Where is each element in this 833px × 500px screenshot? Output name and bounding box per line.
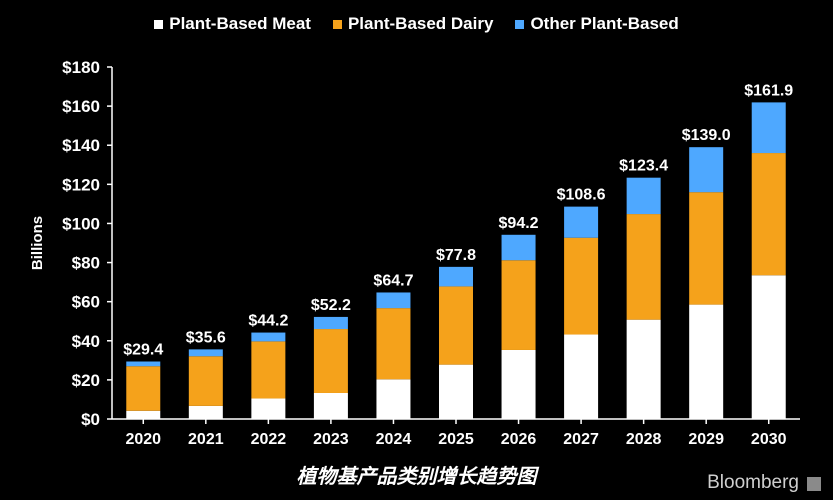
bar-segment-dairy xyxy=(689,192,724,305)
bar-total-label: $35.6 xyxy=(186,329,226,346)
legend-label-other: Other Plant-Based xyxy=(530,14,679,33)
legend-label-dairy: Plant-Based Dairy xyxy=(347,14,494,33)
x-tick-label: 2024 xyxy=(376,431,412,448)
y-tick-label: $60 xyxy=(72,293,100,312)
legend-swatch-meat xyxy=(154,19,164,29)
bar-segment-other xyxy=(564,206,599,238)
bar-segment-dairy xyxy=(439,286,473,365)
y-tick-label: $80 xyxy=(72,254,100,273)
bar-segment-meat xyxy=(439,364,473,419)
y-tick-label: $120 xyxy=(62,175,100,194)
legend-swatch-other xyxy=(515,19,525,29)
bar-total-label: $161.9 xyxy=(744,82,793,99)
legend-swatch-dairy xyxy=(332,19,342,29)
y-axis-title: Billions xyxy=(29,216,46,270)
bar-segment-dairy xyxy=(564,237,599,335)
bar-total-label: $77.8 xyxy=(436,247,476,264)
x-tick-label: 2025 xyxy=(438,431,474,448)
bar-segment-other xyxy=(751,102,786,154)
y-tick-label: $140 xyxy=(62,136,100,155)
legend: Plant-Based Meat Plant-Based Dairy Other… xyxy=(0,14,833,34)
x-tick-label: 2020 xyxy=(125,431,161,448)
x-tick-label: 2028 xyxy=(626,431,662,448)
legend-label-meat: Plant-Based Meat xyxy=(169,14,311,33)
x-tick-label: 2027 xyxy=(563,431,599,448)
bar-total-label: $139.0 xyxy=(682,127,731,144)
bar-total-label: $29.4 xyxy=(123,342,163,359)
bar-segment-meat xyxy=(564,334,599,419)
legend-item-dairy: Plant-Based Dairy xyxy=(332,14,494,34)
bar-total-label: $94.2 xyxy=(499,215,539,232)
y-tick-label: $180 xyxy=(62,58,100,77)
legend-item-other: Other Plant-Based xyxy=(515,14,679,34)
y-tick-label: $40 xyxy=(72,332,100,351)
bar-segment-dairy xyxy=(501,260,536,350)
bar-segment-other xyxy=(126,361,161,367)
bar-segment-other xyxy=(313,316,348,330)
bar-segment-other xyxy=(626,177,661,215)
x-tick-label: 2021 xyxy=(188,431,224,448)
bar-segment-other xyxy=(501,234,536,261)
bloomberg-mark-icon xyxy=(807,477,821,491)
bloomberg-logo: Bloomberg xyxy=(707,472,799,493)
bar-segment-dairy xyxy=(313,329,348,393)
bar-segment-dairy xyxy=(626,214,661,320)
y-tick-label: $0 xyxy=(81,410,100,429)
bar-segment-dairy xyxy=(126,366,161,411)
chart-caption: 植物基产品类别增长趋势图 xyxy=(296,466,537,488)
y-tick-label: $100 xyxy=(62,214,100,233)
bar-segment-other xyxy=(689,147,724,193)
bar-segment-other xyxy=(188,349,223,357)
y-tick-label: $20 xyxy=(72,371,100,390)
bar-segment-meat xyxy=(251,398,286,419)
legend-item-meat: Plant-Based Meat xyxy=(154,14,311,34)
bar-segment-meat xyxy=(126,410,161,419)
bar-total-label: $52.2 xyxy=(311,297,351,314)
x-tick-label: 2023 xyxy=(313,431,349,448)
bar-segment-meat xyxy=(626,319,661,419)
bar-segment-dairy xyxy=(376,308,411,380)
bar-segment-meat xyxy=(501,349,536,419)
bar-total-label: $108.6 xyxy=(557,187,606,204)
bar-segment-other xyxy=(376,292,411,309)
bar-segment-meat xyxy=(188,405,223,419)
bar-segment-meat xyxy=(751,275,786,419)
bar-segment-other xyxy=(439,266,473,287)
bar-total-label: $64.7 xyxy=(373,272,413,289)
y-tick-label: $160 xyxy=(62,97,100,116)
bar-segment-meat xyxy=(313,392,348,419)
bar-segment-dairy xyxy=(251,341,286,399)
x-tick-label: 2022 xyxy=(251,431,287,448)
x-tick-label: 2026 xyxy=(501,431,537,448)
bar-segment-meat xyxy=(376,379,411,419)
bar-total-label: $123.4 xyxy=(619,158,668,175)
bar-segment-dairy xyxy=(751,153,786,276)
bar-total-label: $44.2 xyxy=(248,313,288,330)
bar-segment-dairy xyxy=(188,356,223,406)
x-tick-label: 2029 xyxy=(688,431,724,448)
bar-segment-meat xyxy=(689,304,724,419)
bar-segment-other xyxy=(251,332,286,342)
x-tick-label: 2030 xyxy=(751,431,787,448)
